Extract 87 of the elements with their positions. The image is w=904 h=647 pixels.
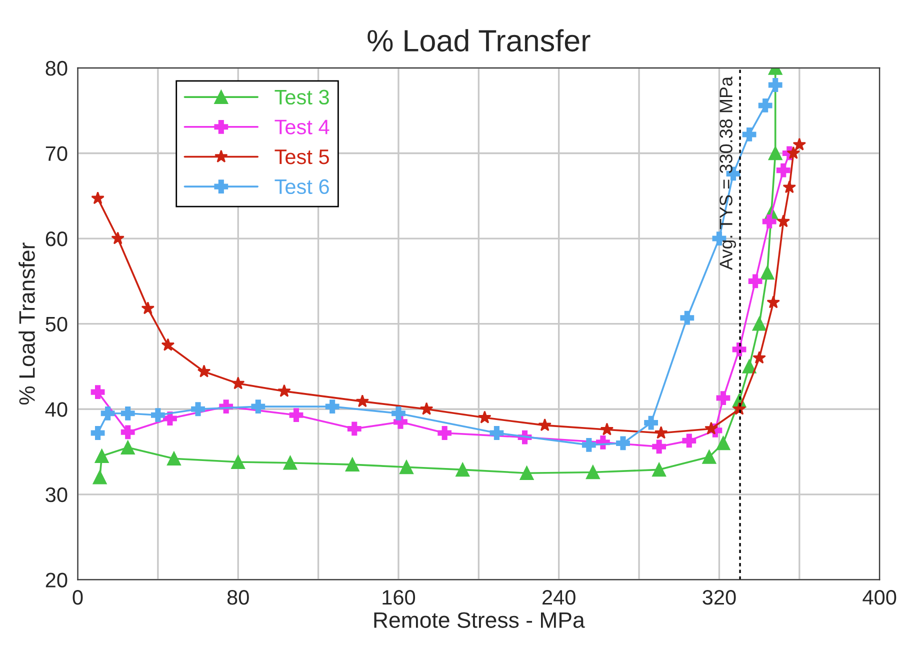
point <box>742 128 756 142</box>
point <box>400 460 414 474</box>
legend-label: Test 4 <box>274 120 330 134</box>
point <box>752 316 766 331</box>
point <box>704 422 718 434</box>
point <box>392 406 406 420</box>
point <box>644 416 658 430</box>
point <box>289 408 304 422</box>
point <box>347 422 362 436</box>
point <box>92 470 107 484</box>
point <box>94 449 109 463</box>
chart-title: % Load Transfer <box>368 29 590 52</box>
legend-label: Test 6 <box>274 179 329 194</box>
point <box>420 402 434 415</box>
point <box>456 462 470 477</box>
point <box>716 391 730 405</box>
point <box>748 274 762 288</box>
y-axis-title: % Load Transfer <box>18 242 35 405</box>
point <box>752 350 766 364</box>
point <box>716 436 730 450</box>
point <box>786 146 800 159</box>
point <box>283 456 298 470</box>
point <box>776 214 790 228</box>
point <box>120 425 135 440</box>
x-tick-label: 240 <box>542 590 576 605</box>
y-tick-label: 30 <box>46 487 68 502</box>
point <box>792 138 806 150</box>
x-tick-label: 320 <box>702 590 736 605</box>
point <box>251 400 266 414</box>
legend-label: Test 5 <box>274 150 329 164</box>
point <box>161 338 175 351</box>
x-axis-title: Remote Stress - MPa <box>374 612 585 628</box>
y-tick-label: 50 <box>46 316 68 332</box>
legend-label: Test 3 <box>274 90 329 105</box>
y-tick-label: 60 <box>46 232 68 246</box>
point <box>231 376 245 390</box>
y-tick-label: 80 <box>46 60 68 76</box>
point <box>141 302 155 314</box>
point <box>120 440 135 454</box>
y-tick-label: 20 <box>46 572 68 588</box>
point <box>120 406 135 420</box>
x-tick-label: 400 <box>862 590 896 605</box>
point <box>768 78 782 92</box>
point <box>90 385 105 400</box>
point <box>762 214 776 228</box>
point <box>680 310 694 325</box>
x-tick-label: 0 <box>72 590 83 605</box>
point <box>150 408 165 422</box>
x-tick-label: 160 <box>382 590 416 605</box>
point <box>191 402 205 416</box>
point <box>768 146 782 160</box>
point <box>438 426 452 440</box>
point <box>682 434 696 448</box>
x-tick-label: 80 <box>227 590 249 605</box>
point <box>278 384 291 397</box>
point <box>586 465 600 480</box>
point <box>758 98 772 112</box>
point <box>100 406 115 420</box>
point <box>520 466 534 480</box>
point <box>111 232 124 244</box>
y-tick-label: 40 <box>45 402 68 417</box>
point <box>167 452 181 466</box>
point <box>702 450 716 464</box>
y-tick-label: 70 <box>46 146 68 161</box>
point <box>90 426 105 440</box>
point <box>345 458 360 472</box>
point <box>652 462 666 477</box>
point <box>782 180 796 194</box>
point <box>538 418 552 432</box>
point <box>766 296 780 308</box>
point <box>91 191 104 204</box>
point <box>776 163 790 178</box>
point <box>616 436 630 450</box>
point <box>197 364 211 378</box>
point <box>490 426 504 440</box>
point <box>356 394 370 408</box>
point <box>325 400 340 414</box>
point <box>652 440 666 454</box>
point <box>582 438 596 452</box>
point <box>760 266 774 280</box>
point <box>478 410 492 424</box>
point <box>742 360 756 374</box>
point <box>654 426 668 439</box>
point <box>600 422 614 436</box>
point <box>163 412 177 426</box>
point <box>231 455 246 469</box>
ref-line-label: Avg. TYS = 330.38 MPa <box>720 76 736 270</box>
